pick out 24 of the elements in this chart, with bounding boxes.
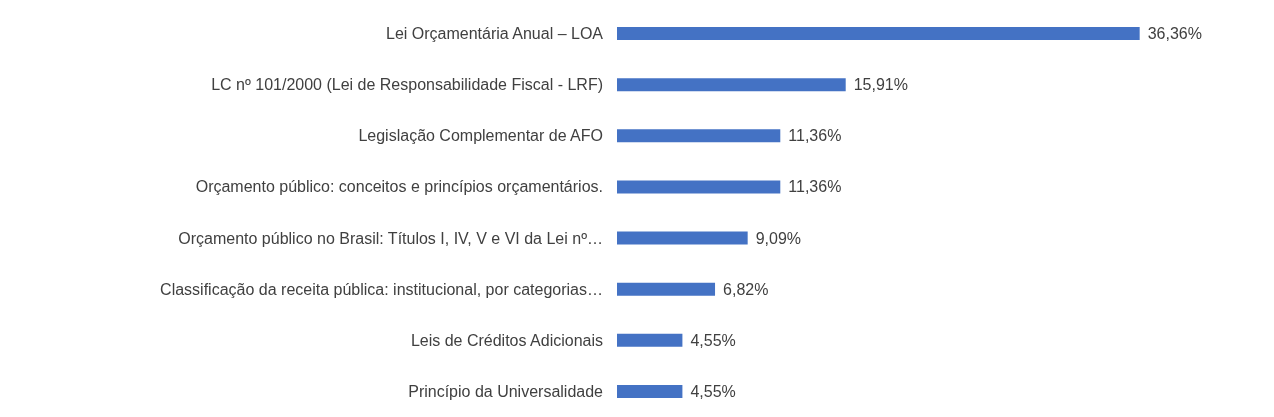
data-label: 11,36% xyxy=(788,178,842,196)
bar xyxy=(617,27,1140,41)
data-label: 36,36% xyxy=(1147,25,1202,43)
y-tick-label: Leis de Créditos Adicionais xyxy=(410,331,603,349)
data-label: 15,91% xyxy=(853,76,908,94)
data-label: 9,09% xyxy=(755,229,802,247)
y-tick-label: Lei Orçamentária Anual – LOA xyxy=(385,25,604,43)
y-tick-label: Princípio da Universalidade xyxy=(408,382,604,400)
data-label: 4,55% xyxy=(690,331,736,349)
y-tick-label: Legislação Complementar de AFO xyxy=(358,127,603,145)
y-tick-label: Classificação da receita pública: institucional, por categorias… xyxy=(160,280,603,298)
y-tick-label: Orçamento público: conceitos e princípios orçamentários. xyxy=(195,178,603,196)
bar xyxy=(617,231,748,245)
bar xyxy=(617,384,683,398)
bar xyxy=(617,180,781,194)
bar xyxy=(617,78,846,92)
y-tick-label: LC nº 101/2000 (Lei de Responsabilidade Fiscal - LRF) xyxy=(211,76,603,94)
data-label: 6,82% xyxy=(723,280,769,298)
data-label: 4,55% xyxy=(690,382,736,400)
bar xyxy=(617,129,781,143)
data-label: 11,36% xyxy=(788,127,842,145)
bar xyxy=(617,282,716,296)
y-tick-label: Orçamento público no Brasil: Títulos I, IV, V e VI da Lei nº… xyxy=(178,229,603,247)
bar xyxy=(617,333,683,347)
